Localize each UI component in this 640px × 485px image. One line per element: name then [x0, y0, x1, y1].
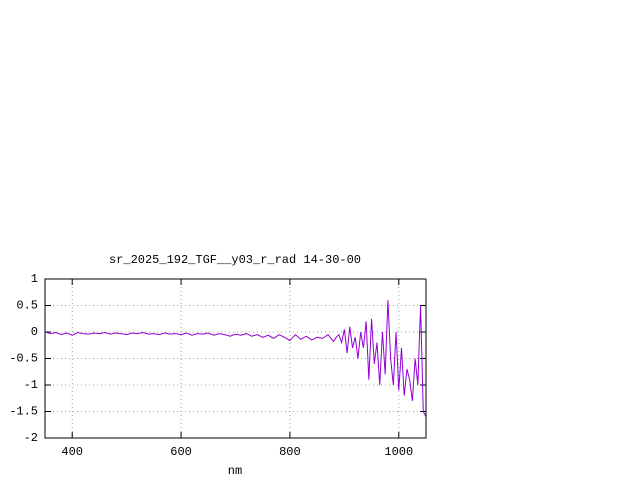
y-tick-label: -0.5: [9, 352, 38, 366]
y-tick-label: 0.5: [16, 299, 38, 313]
y-tick-label: 1: [31, 272, 38, 286]
chart-title: sr_2025_192_TGF__y03_r_rad 14-30-00: [109, 253, 361, 267]
plot-border: [44, 278, 427, 439]
y-tick-label: 0: [31, 325, 38, 339]
y-tick-label: -2: [24, 431, 38, 445]
x-tick-label: 400: [61, 445, 83, 459]
y-tick-label: -1.5: [9, 405, 38, 419]
data-line: [420, 305, 426, 417]
x-tick-label: 1000: [384, 445, 413, 459]
x-tick-label: 800: [279, 445, 301, 459]
x-tick-label: 600: [170, 445, 192, 459]
data-line: [45, 300, 426, 418]
y-tick-label: -1: [24, 378, 38, 392]
x-axis-label: nm: [228, 464, 242, 478]
